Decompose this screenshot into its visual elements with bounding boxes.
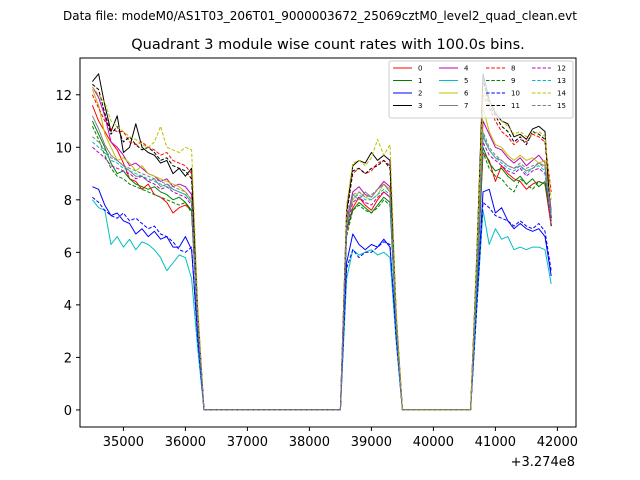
y-tick-label: 4: [64, 299, 72, 314]
legend-label-11: 11: [511, 102, 520, 110]
legend-label-0: 0: [418, 65, 422, 73]
y-tick-label: 2: [64, 351, 72, 366]
legend-label-5: 5: [464, 77, 468, 85]
x-offset-label: +3.274e8: [511, 455, 575, 470]
legend-label-12: 12: [557, 65, 566, 73]
legend-label-15: 15: [557, 102, 566, 110]
chart-suptitle: Data file: modeM0/AS1T03_206T01_90000036…: [63, 9, 577, 23]
series-line-9: [91, 126, 552, 411]
series-line-15: [92, 131, 552, 411]
series-line-10: [92, 196, 552, 411]
y-tick-label: 0: [64, 404, 72, 419]
x-tick-label: 40000: [413, 435, 454, 450]
x-tick-label: 37000: [227, 435, 268, 450]
y-tick-label: 10: [55, 141, 72, 156]
chart-title: Quadrant 3 module wise count rates with …: [131, 37, 525, 53]
axes-frame: [79, 57, 577, 428]
legend-label-1: 1: [418, 77, 422, 85]
x-tick-label: 39000: [351, 435, 392, 450]
x-tick-label: 35000: [103, 435, 144, 450]
series-line-5: [92, 199, 552, 411]
legend-label-8: 8: [511, 65, 515, 73]
legend-label-14: 14: [557, 90, 566, 98]
y-axis: 0 2 4 6 8 10 12: [55, 89, 80, 419]
y-tick-label: 12: [55, 89, 72, 104]
legend-label-4: 4: [464, 65, 469, 73]
x-tick-label: 42000: [537, 435, 578, 450]
legend-label-10: 10: [511, 90, 520, 98]
x-tick-label: 38000: [289, 435, 330, 450]
x-tick-label: 36000: [165, 435, 206, 450]
y-tick-label: 6: [64, 246, 72, 261]
y-tick-label: 8: [64, 194, 72, 209]
legend-label-9: 9: [511, 77, 515, 85]
legend-label-13: 13: [557, 77, 566, 85]
series-line-12: [92, 141, 552, 411]
legend-label-6: 6: [464, 90, 469, 98]
plot-area: [91, 73, 552, 411]
legend-label-3: 3: [418, 102, 422, 110]
x-axis: 35000 36000 37000 38000 39000 40000 41000 42000: [103, 427, 578, 450]
legend-label-7: 7: [464, 102, 468, 110]
legend-label-2: 2: [418, 90, 422, 98]
legend-frame: [388, 60, 574, 119]
x-tick-label: 41000: [475, 435, 516, 450]
